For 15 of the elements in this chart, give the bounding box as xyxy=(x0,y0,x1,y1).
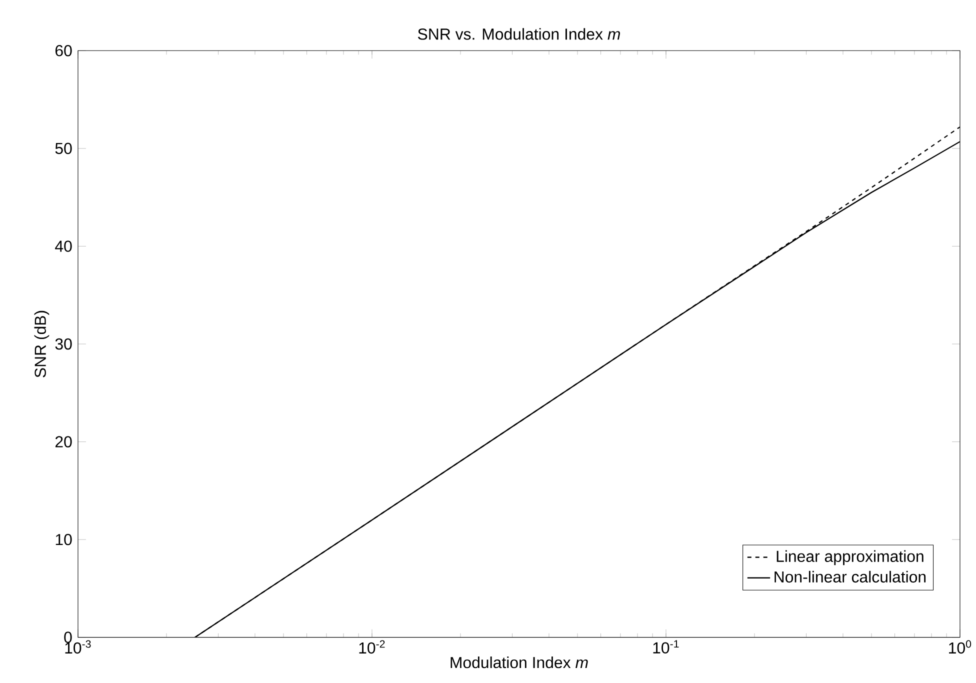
y-tick-label: 30 xyxy=(55,338,72,350)
x-tick-label: 10$^{-1}$ xyxy=(653,640,679,654)
y-tick-label: 0 xyxy=(64,632,72,644)
y-tick-label: 40 xyxy=(55,240,72,252)
y-tick-label: 10 xyxy=(56,534,72,546)
chart-title: SNR vs. Modulation Index m xyxy=(418,28,620,40)
y-tick-label: 60 xyxy=(56,45,72,56)
y-tick-label: 20 xyxy=(55,436,72,448)
y-axis-title: SNR (dB) xyxy=(34,311,50,378)
x-tick-label: 10$^{-2}$ xyxy=(359,640,385,654)
legend-label: Linear approximation xyxy=(776,550,924,566)
x-axis-title: Modulation Index m xyxy=(450,656,588,668)
y-tick-label: 50 xyxy=(55,142,72,154)
legend-label: Non-linear calculation xyxy=(774,571,926,583)
x-tick-label: 10$^{0}$ xyxy=(949,640,972,654)
